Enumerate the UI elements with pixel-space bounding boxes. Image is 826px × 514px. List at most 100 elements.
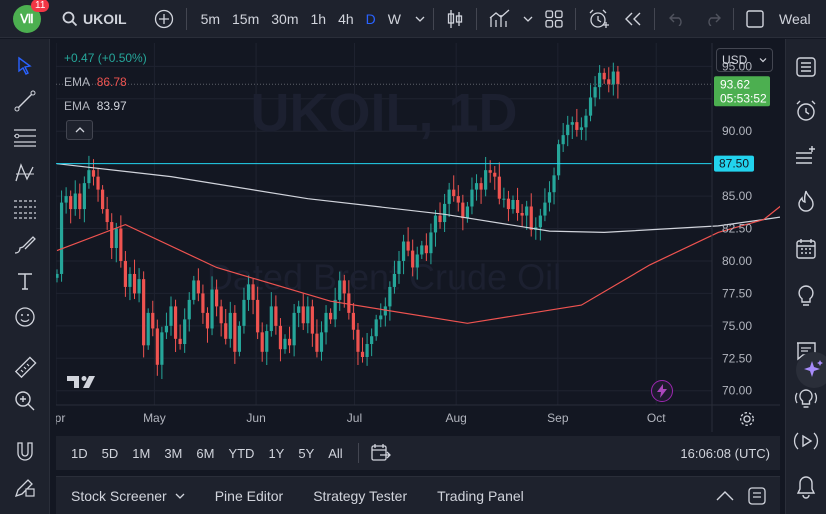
candle-body (370, 336, 374, 345)
zoom-tool[interactable] (9, 385, 41, 417)
interval-15m[interactable]: 15m (232, 10, 260, 27)
candle-body (215, 289, 219, 307)
replay-button[interactable] (624, 0, 642, 38)
collapse-legend-button[interactable] (66, 120, 93, 140)
range-5y[interactable]: 5Y (298, 445, 315, 461)
goto-date-button[interactable] (371, 444, 391, 462)
undo-button[interactable] (668, 0, 685, 38)
brush-tool[interactable] (9, 229, 41, 261)
measure-tool[interactable] (9, 352, 41, 384)
candle-body (292, 312, 296, 346)
watchlist-button[interactable] (789, 50, 823, 84)
interval-30m[interactable]: 30m (271, 10, 299, 27)
chart-type-button[interactable] (446, 0, 464, 38)
candle-body (56, 273, 59, 278)
symbol-search[interactable]: UKOIL (62, 0, 127, 38)
fullscreen-checkbox[interactable] (746, 0, 764, 38)
alert-button[interactable] (588, 0, 610, 38)
pattern-tool[interactable] (9, 157, 41, 189)
interval-1h[interactable]: 1h (310, 10, 327, 27)
utc-clock[interactable]: 16:06:08 (UTC) (680, 445, 770, 461)
candle-body (64, 196, 68, 203)
user-avatar[interactable]: Ⅶ 11 (13, 0, 50, 33)
layouts-button[interactable] (545, 0, 563, 38)
currency-select[interactable]: USD (716, 48, 773, 72)
candle-body (146, 312, 150, 346)
interval-D[interactable]: D (365, 10, 376, 27)
range-6m[interactable]: 6M (196, 445, 215, 461)
hline-price-value: 87.50 (719, 157, 749, 171)
candle-body (433, 215, 438, 233)
hotlists-button[interactable] (789, 184, 823, 218)
drawing-toolbar (0, 39, 50, 514)
fib-tool[interactable] (9, 193, 41, 225)
ema-fast-legend[interactable]: EMA 86.78 (64, 75, 127, 89)
candle-body (123, 260, 127, 287)
range-all[interactable]: All (328, 445, 343, 461)
bar-replay-bolt[interactable] (651, 380, 673, 402)
range-ytd[interactable]: YTD (228, 445, 255, 461)
broadcast-button[interactable] (789, 424, 823, 458)
ema-slow-legend[interactable]: EMA 83.97 (64, 99, 127, 113)
maximize-panel-button[interactable] (748, 486, 766, 505)
chevron-up-icon (716, 490, 734, 500)
compare-button[interactable] (154, 0, 174, 38)
redo-button[interactable] (705, 0, 721, 38)
notifications-button[interactable] (789, 470, 823, 504)
hline-tool[interactable] (9, 121, 41, 153)
tab-pine-editor[interactable]: Pine Editor (214, 487, 284, 504)
range-1m[interactable]: 1M (132, 445, 151, 461)
range-1y[interactable]: 1Y (268, 445, 285, 461)
object-tree-button[interactable] (789, 139, 823, 173)
candle-body (265, 331, 269, 352)
candle-body (470, 189, 474, 207)
fibonacci-icon (14, 200, 36, 219)
indicators-dropdown[interactable] (523, 0, 533, 38)
text-tool[interactable] (9, 265, 41, 297)
chart-settings-button[interactable] (736, 408, 758, 430)
indicators-button[interactable] (489, 0, 511, 38)
candle-body (383, 306, 387, 316)
candle-body (616, 71, 620, 85)
candle-body (365, 344, 369, 357)
candle-body (246, 284, 251, 300)
interval-dropdown[interactable] (415, 0, 425, 38)
interval-4h[interactable]: 4h (338, 10, 354, 27)
candle-body (429, 232, 433, 254)
candle-body (579, 127, 583, 130)
magnet-tool[interactable] (9, 436, 41, 468)
tab-stock-screener[interactable]: Stock Screener (56, 488, 200, 504)
range-5d[interactable]: 5D (101, 445, 119, 461)
price-tick-label: 75.00 (722, 319, 752, 333)
calendar-button[interactable] (789, 232, 823, 266)
trendline-tool[interactable] (9, 85, 41, 117)
candle-body (169, 306, 173, 326)
interval-5m[interactable]: 5m (200, 10, 221, 27)
range-1d[interactable]: 1D (71, 445, 88, 461)
candle-body (256, 299, 260, 333)
emoji-tool[interactable] (9, 301, 41, 333)
watermark-symbol: UKOIL, 1D (250, 83, 517, 143)
last-price-value: 93.62 (720, 77, 750, 91)
interval-W[interactable]: W (387, 10, 401, 27)
tab-strategy-tester[interactable]: Strategy Tester (313, 487, 408, 504)
price-tick-label: 82.50 (722, 222, 752, 236)
watchlist-link[interactable]: Weal (778, 10, 811, 27)
pine-help-button[interactable] (789, 382, 823, 416)
tab-trading-panel[interactable]: Trading Panel (437, 487, 524, 504)
alerts-button[interactable] (789, 94, 823, 128)
tradingview-logo[interactable] (67, 374, 99, 390)
range-3m[interactable]: 3M (164, 445, 183, 461)
cursor-tool[interactable] (9, 50, 41, 82)
collapse-panel-button[interactable] (716, 490, 734, 501)
ai-assistant-button[interactable] (796, 352, 826, 388)
candle-body (297, 306, 301, 313)
ideas-button[interactable] (789, 279, 823, 313)
lock-drawings-tool[interactable] (9, 471, 41, 503)
candle-body (151, 312, 155, 329)
magnet-icon (17, 442, 33, 461)
currency-value: USD (722, 53, 748, 67)
brush-icon (14, 236, 36, 254)
